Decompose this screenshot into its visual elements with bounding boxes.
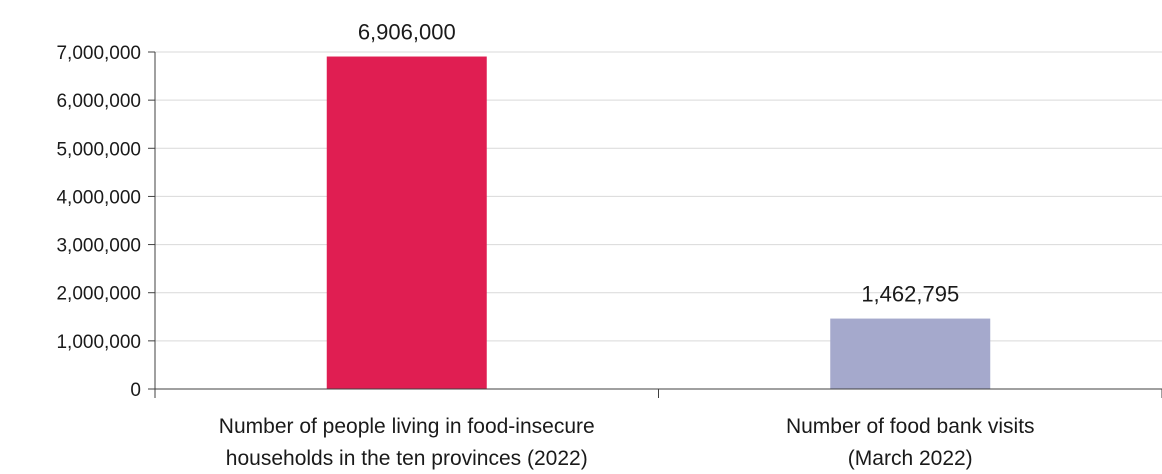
labels: 0 1,000,000 2,000,000 3,000,000 4,000,000 5,0…: [56, 20, 1034, 470]
data-label: 1,462,795: [861, 282, 959, 307]
y-tick-label: 3,000,000: [56, 236, 141, 257]
bar: [830, 318, 991, 389]
x-category-label: Number of people living in food-insecure…: [219, 415, 595, 470]
data-label: 6,906,000: [358, 20, 456, 45]
y-tick-label: 1,000,000: [56, 332, 141, 353]
bars: [326, 56, 991, 390]
y-tick-label: 0: [130, 380, 141, 401]
y-tick-label: 4,000,000: [56, 187, 141, 208]
gridlines: [155, 51, 1162, 342]
x-category-label: Number of food bank visits (March 2022): [786, 415, 1035, 470]
y-tick-label: 6,000,000: [56, 91, 141, 112]
y-tick-label: 2,000,000: [56, 284, 141, 305]
y-tick-label: 5,000,000: [56, 139, 141, 160]
y-tick-label: 7,000,000: [56, 43, 141, 64]
axes: [148, 51, 1162, 398]
bar: [326, 56, 487, 390]
